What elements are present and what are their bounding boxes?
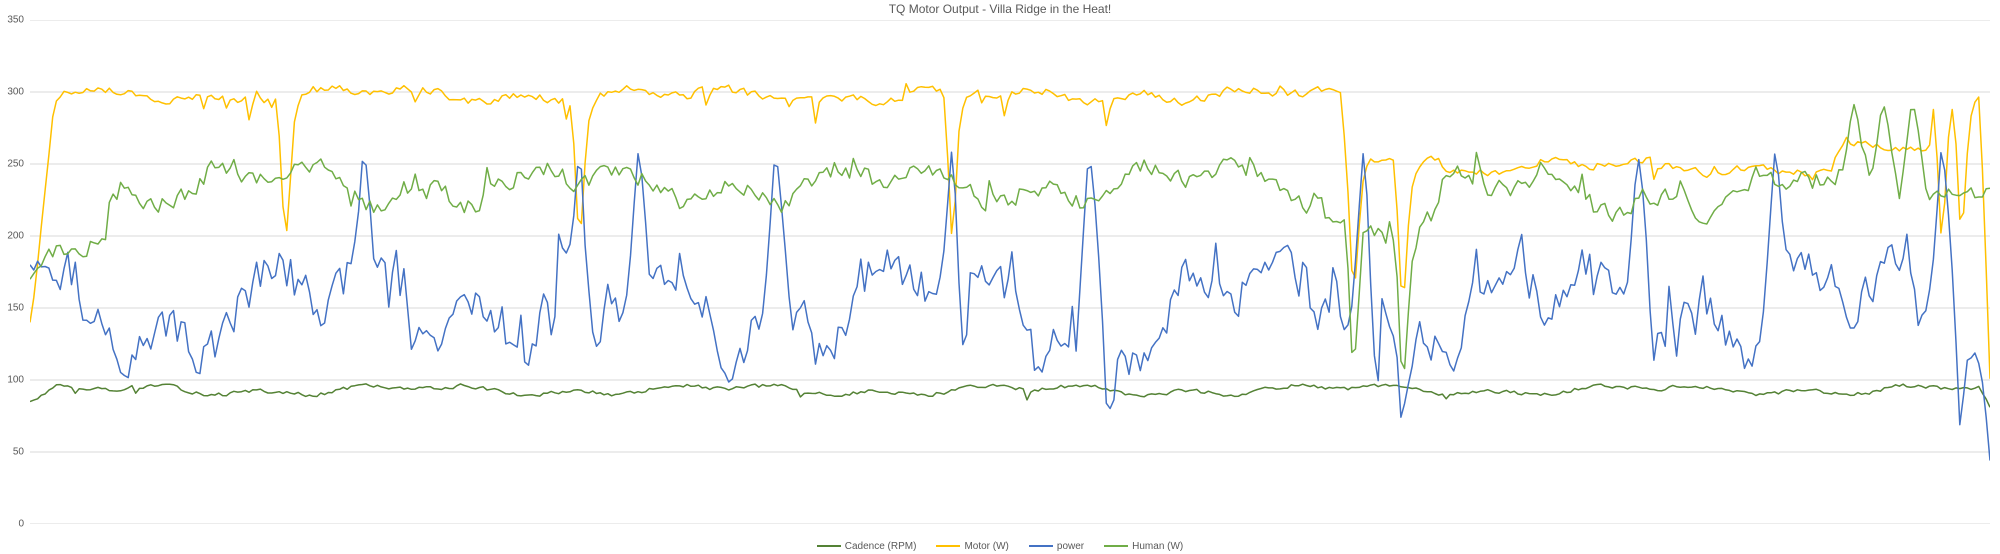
legend-label: power <box>1057 541 1084 552</box>
legend-item: power <box>1029 541 1084 552</box>
legend-swatch <box>1029 545 1053 547</box>
chart-title: TQ Motor Output - Villa Ridge in the Hea… <box>0 0 2000 16</box>
y-tick-label: 200 <box>7 231 24 242</box>
y-tick-label: 350 <box>7 15 24 26</box>
y-tick-label: 250 <box>7 159 24 170</box>
y-tick-label: 50 <box>13 447 24 458</box>
y-tick-label: 150 <box>7 303 24 314</box>
legend-label: Motor (W) <box>964 541 1008 552</box>
legend-swatch <box>936 545 960 547</box>
legend-swatch <box>817 545 841 547</box>
legend-label: Cadence (RPM) <box>845 541 917 552</box>
legend: Cadence (RPM) Motor (W) power Human (W) <box>0 541 2000 552</box>
chart-svg <box>30 20 1990 524</box>
y-axis: 050100150200250300350 <box>0 20 28 524</box>
series-line <box>30 152 1990 460</box>
y-tick-label: 300 <box>7 87 24 98</box>
legend-swatch <box>1104 545 1128 547</box>
y-tick-label: 0 <box>18 519 24 530</box>
y-tick-label: 100 <box>7 375 24 386</box>
legend-item: Human (W) <box>1104 541 1183 552</box>
legend-label: Human (W) <box>1132 541 1183 552</box>
legend-item: Cadence (RPM) <box>817 541 917 552</box>
series-line <box>30 384 1990 407</box>
plot-area <box>30 20 1990 524</box>
legend-item: Motor (W) <box>936 541 1008 552</box>
